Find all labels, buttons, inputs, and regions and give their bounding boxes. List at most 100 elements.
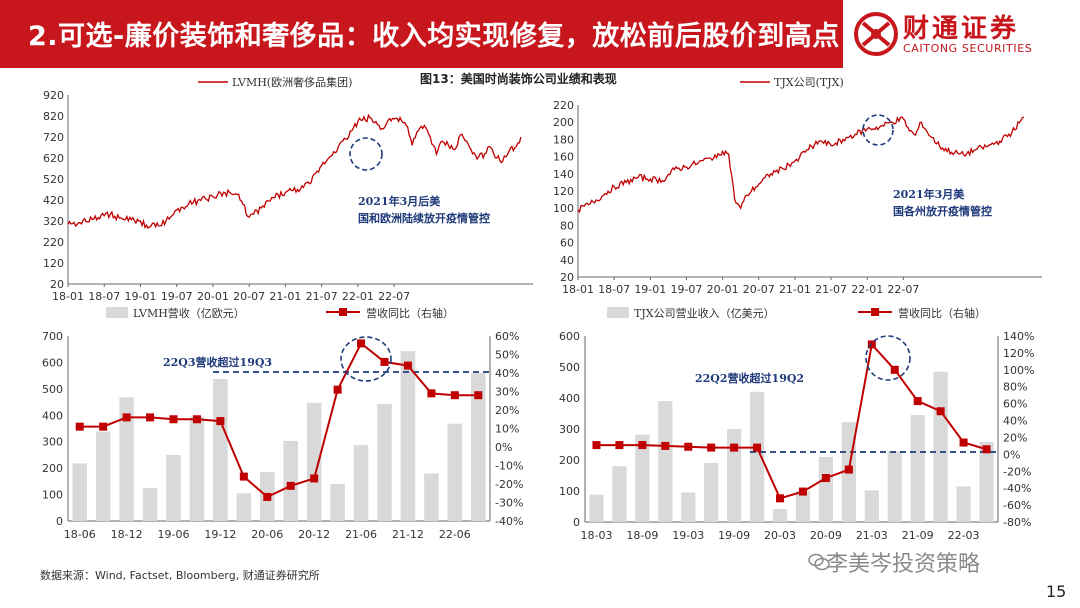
x-tick-label: 18-12 [111,528,143,541]
x-tick-label: 18-01 [52,290,84,303]
revenue-bar [236,493,252,521]
x-tick-label: 21-09 [902,529,934,542]
highlight-circle [862,114,894,146]
yoy-marker [844,465,853,474]
revenue-bar [589,494,604,522]
y-tick-label: 180 [553,133,574,146]
legend-bar-label: LVMH营收（亿欧元） [133,306,245,320]
yoy-marker [333,385,342,394]
page-number: 15 [1046,582,1067,601]
chart-lvmh-price: 920 820 720 620 520 420 320 220 120 20 18-01 18-07 1… [18,70,543,310]
legend-line-label: 营收同比（右轴） [898,306,986,320]
x-tick-label: 21-12 [392,528,424,541]
page-title: 2.可选-廉价装饰和奢侈品：收入均实现修复，放松前后股价到高点 [28,21,840,52]
right-tick-label: 50% [495,349,519,362]
legend-bar-swatch [106,307,128,318]
yoy-marker [427,389,436,398]
y-tick-label: 220 [43,236,64,249]
revenue-bar [283,440,298,521]
revenue-bar [353,445,369,521]
yoy-marker [615,441,624,450]
left-tick-label: 500 [559,361,580,374]
right-tick-label: 20% [1003,431,1027,444]
y-tick-label: 20 [560,271,574,284]
right-tick-label: 60% [495,330,519,343]
yoy-marker [239,472,248,481]
yoy-marker [474,391,483,400]
yoy-marker [592,441,601,450]
right-tick-label: 40% [495,367,519,380]
revenue-bar [330,484,345,521]
left-tick-label: 200 [559,454,580,467]
revenue-bar [72,463,87,521]
yoy-marker [146,413,155,422]
x-tick-label: 18-07 [88,290,120,303]
revenue-bar [447,423,463,521]
highlight-circle [340,336,392,382]
y-tick-label: 420 [43,194,64,207]
right-tick-label: 60% [1003,398,1027,411]
yoy-marker [982,445,991,454]
x-tick-label: 19-06 [158,528,190,541]
revenue-bar [612,466,627,522]
yoy-series-line [596,342,987,500]
left-tick-label: 200 [42,462,63,475]
x-tick-label: 18-07 [598,283,630,296]
legend-line-marker [339,308,347,316]
revenue-bar [910,415,925,522]
yoy-marker [450,391,459,400]
revenue-bar [749,391,765,522]
yoy-marker [357,339,366,348]
left-tick-label: 100 [42,489,63,502]
right-tick-label: -40% [495,515,523,528]
revenue-bar [887,451,902,522]
yoy-marker [380,357,389,366]
legend-line-label: 营收同比（右轴） [366,306,454,320]
y-tick-label: 100 [553,202,574,215]
revenue-bar [956,486,971,522]
x-tick-label: 20-01 [197,290,229,303]
figure-title: 图13：美国时尚装饰公司业绩和表现 [420,72,617,86]
yoy-marker [286,481,295,490]
price-series-line [67,113,522,230]
chart-tjx-price: 220 200 180 160 140 120 100 80 60 40 20 18-01 18-07 1… [540,70,1060,310]
y-tick-label: 920 [43,89,64,102]
x-tick-label: 20-06 [251,528,283,541]
right-tick-label: -60% [1003,499,1031,512]
revenue-bar [471,373,486,521]
revenue-bar [795,491,811,522]
yoy-marker [169,415,178,424]
revenue-bar [400,351,416,521]
x-tick-label: 20-07 [233,290,265,303]
yoy-marker [310,474,319,483]
y-tick-label: 40 [560,254,574,267]
right-tick-label: 20% [495,404,519,417]
left-tick-label: 0 [573,516,580,529]
left-tick-label: 400 [559,392,580,405]
right-tick-label: 30% [495,386,519,399]
yoy-marker [216,417,225,426]
x-tick-label: 19-09 [718,529,750,542]
annotation-line-1: 2021年3月后美 [358,194,441,208]
yoy-marker [730,443,739,452]
revenue-bar [772,508,788,522]
right-tick-label: -40% [1003,482,1031,495]
right-tick-label: 0% [495,441,512,454]
revenue-bar [95,431,111,521]
right-tick-label: 140% [1003,330,1034,343]
revenue-bar [189,416,205,521]
left-tick-label: 500 [42,383,63,396]
x-tick-label: 19-12 [204,528,236,541]
right-tick-label: -10% [495,460,523,473]
yoy-marker [913,397,922,406]
right-tick-label: -80% [1003,516,1031,529]
revenue-bar [818,456,834,522]
legend-bar-swatch [607,307,629,318]
legend-line-marker [871,308,879,316]
y-tick-label: 80 [560,219,574,232]
yoy-series-line [79,341,479,499]
revenue-bar [979,442,994,522]
revenue-bar [933,371,948,522]
highlight-circle [865,335,911,381]
y-tick-label: 160 [553,151,574,164]
